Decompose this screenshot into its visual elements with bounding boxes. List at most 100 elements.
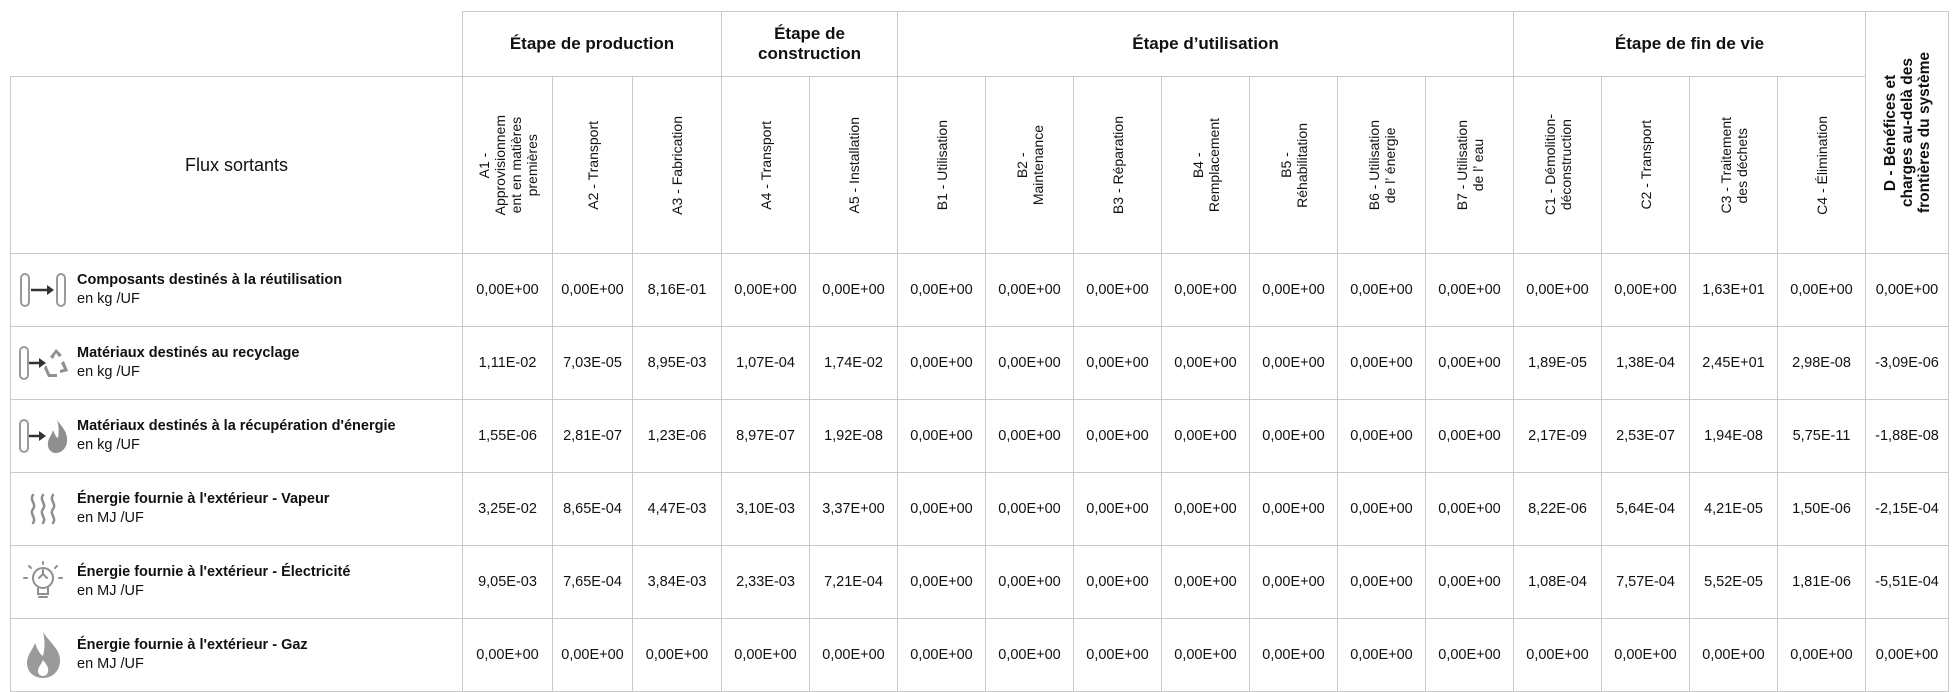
value-cell: 0,00E+00 <box>1337 326 1426 400</box>
row-name: Énergie fournie à l'extérieur - Électric… <box>77 564 351 580</box>
value-cell: 1,55E-06 <box>462 399 553 473</box>
value-cell: 1,89E-05 <box>1513 326 1602 400</box>
value-cell: 8,22E-06 <box>1513 472 1602 546</box>
value-cell: 0,00E+00 <box>1777 618 1866 692</box>
row-label: Composants destinés à la réutilisation en… <box>10 253 463 327</box>
value-cell: 0,00E+00 <box>462 253 553 327</box>
value-cell: 0,00E+00 <box>1161 399 1250 473</box>
value-cell: 1,92E-08 <box>809 399 898 473</box>
table-row: Énergie fournie à l'extérieur - Électric… <box>10 545 1949 619</box>
value-cell: 0,00E+00 <box>462 618 553 692</box>
value-cell: 0,00E+00 <box>1249 472 1338 546</box>
value-cell: 0,00E+00 <box>1249 326 1338 400</box>
value-cell: 0,00E+00 <box>1161 253 1250 327</box>
value-cell: -1,88E-08 <box>1865 399 1949 473</box>
value-cell: 0,00E+00 <box>1513 253 1602 327</box>
value-cell: 0,00E+00 <box>721 618 810 692</box>
row-name: Matériaux destinés au recyclage <box>77 345 300 361</box>
value-cell: 0,00E+00 <box>1161 618 1250 692</box>
value-cell: 4,21E-05 <box>1689 472 1778 546</box>
value-cell: 0,00E+00 <box>1425 253 1514 327</box>
value-cell: 5,52E-05 <box>1689 545 1778 619</box>
value-cell: 0,00E+00 <box>897 326 986 400</box>
value-cell: 2,81E-07 <box>552 399 633 473</box>
value-cell: -5,51E-04 <box>1865 545 1949 619</box>
module-c4-header: C4 - Élimination <box>1777 76 1866 254</box>
value-cell: -3,09E-06 <box>1865 326 1949 400</box>
value-cell: 0,00E+00 <box>1249 253 1338 327</box>
table-row: Matériaux destinés à la récupération d'é… <box>10 399 1949 473</box>
module-b5-header: B5 - Réhabilitation <box>1249 76 1338 254</box>
stage-production: Étape de production <box>462 11 722 77</box>
steam-icon <box>15 481 71 537</box>
value-cell: 0,00E+00 <box>897 253 986 327</box>
value-cell: 1,08E-04 <box>1513 545 1602 619</box>
value-cell: 0,00E+00 <box>1073 472 1162 546</box>
row-label: Énergie fournie à l'extérieur - Électric… <box>10 545 463 619</box>
stage-end-of-life: Étape de fin de vie <box>1513 11 1866 77</box>
value-cell: 0,00E+00 <box>1161 472 1250 546</box>
stage-header-row: Étape de production Étape de constructio… <box>11 11 1949 254</box>
value-cell: 0,00E+00 <box>1777 253 1866 327</box>
value-cell: 0,00E+00 <box>809 253 898 327</box>
value-cell: 8,16E-01 <box>632 253 722 327</box>
module-b7-header: B7 - Utilisation de l’ eau <box>1425 76 1514 254</box>
module-c2-header: C2 - Transport <box>1601 76 1690 254</box>
empty-corner <box>11 12 463 77</box>
value-cell: 7,57E-04 <box>1601 545 1690 619</box>
row-unit: en kg /UF <box>77 291 140 307</box>
value-cell: 0,00E+00 <box>1337 399 1426 473</box>
value-cell: 5,64E-04 <box>1601 472 1690 546</box>
row-label: Énergie fournie à l'extérieur - Vapeur en… <box>10 472 463 546</box>
value-cell: 0,00E+00 <box>1513 618 1602 692</box>
value-cell: 0,00E+00 <box>1073 618 1162 692</box>
row-label: Matériaux destinés au recyclage en kg /UF <box>10 326 463 400</box>
value-cell: 0,00E+00 <box>1425 326 1514 400</box>
module-b2-header: B2 - Maintenance <box>985 76 1074 254</box>
module-a3-header: A3 - Fabrication <box>632 76 722 254</box>
module-a1-header: A1 - Approvisionnem ent en matières prem… <box>462 76 553 254</box>
value-cell: 0,00E+00 <box>1249 618 1338 692</box>
row-name: Énergie fournie à l'extérieur - Gaz <box>77 637 308 653</box>
value-cell: 8,95E-03 <box>632 326 722 400</box>
flame-icon <box>15 627 71 683</box>
value-cell: 3,37E+00 <box>809 472 898 546</box>
value-cell: 0,00E+00 <box>985 253 1074 327</box>
value-cell: 0,00E+00 <box>985 545 1074 619</box>
value-cell: 2,17E-09 <box>1513 399 1602 473</box>
value-cell: 0,00E+00 <box>1161 545 1250 619</box>
value-cell: 5,75E-11 <box>1777 399 1866 473</box>
value-cell: 0,00E+00 <box>1337 253 1426 327</box>
value-cell: 4,47E-03 <box>632 472 722 546</box>
reuse-icon <box>15 262 71 318</box>
value-cell: 0,00E+00 <box>1601 253 1690 327</box>
row-name: Matériaux destinés à la récupération d'é… <box>77 418 396 434</box>
table-row: Matériaux destinés au recyclage en kg /UF… <box>10 326 1949 400</box>
row-label: Énergie fournie à l'extérieur - Gaz en MJ… <box>10 618 463 692</box>
value-cell: 0,00E+00 <box>1073 399 1162 473</box>
value-cell: 0,00E+00 <box>1425 399 1514 473</box>
value-cell: 3,10E-03 <box>721 472 810 546</box>
row-unit: en kg /UF <box>77 437 140 453</box>
module-b1-header: B1 - Utilisation <box>897 76 986 254</box>
value-cell: 1,81E-06 <box>1777 545 1866 619</box>
value-cell: 9,05E-03 <box>462 545 553 619</box>
module-a5-header: A5 - Installation <box>809 76 898 254</box>
value-cell: 1,11E-02 <box>462 326 553 400</box>
value-cell: 0,00E+00 <box>632 618 722 692</box>
value-cell: 0,00E+00 <box>1865 253 1949 327</box>
value-cell: 0,00E+00 <box>1425 472 1514 546</box>
module-c3-header: C3 - Traitement des déchets <box>1689 76 1778 254</box>
value-cell: 0,00E+00 <box>1073 545 1162 619</box>
value-cell: 0,00E+00 <box>1601 618 1690 692</box>
value-cell: 8,65E-04 <box>552 472 633 546</box>
module-a2-header: A2 - Transport <box>552 76 633 254</box>
stage-construction: Étape de construction <box>721 11 898 77</box>
value-cell: 0,00E+00 <box>1161 326 1250 400</box>
module-b3-header: B3 - Réparation <box>1073 76 1162 254</box>
value-cell: 1,23E-06 <box>632 399 722 473</box>
value-cell: 1,50E-06 <box>1777 472 1866 546</box>
output-flows-table: Étape de production Étape de constructio… <box>10 11 1949 692</box>
value-cell: 0,00E+00 <box>985 399 1074 473</box>
table-row: Énergie fournie à l'extérieur - Vapeur en… <box>10 472 1949 546</box>
